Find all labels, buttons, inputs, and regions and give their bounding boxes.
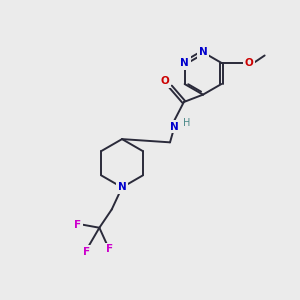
Text: F: F [74, 220, 81, 230]
Text: N: N [118, 182, 126, 192]
Text: H: H [183, 118, 190, 128]
Text: N: N [199, 47, 207, 57]
Text: F: F [82, 247, 90, 257]
Text: N: N [170, 122, 179, 132]
Text: F: F [106, 244, 113, 254]
Text: N: N [180, 58, 189, 68]
Text: O: O [244, 58, 253, 68]
Text: O: O [161, 76, 170, 86]
